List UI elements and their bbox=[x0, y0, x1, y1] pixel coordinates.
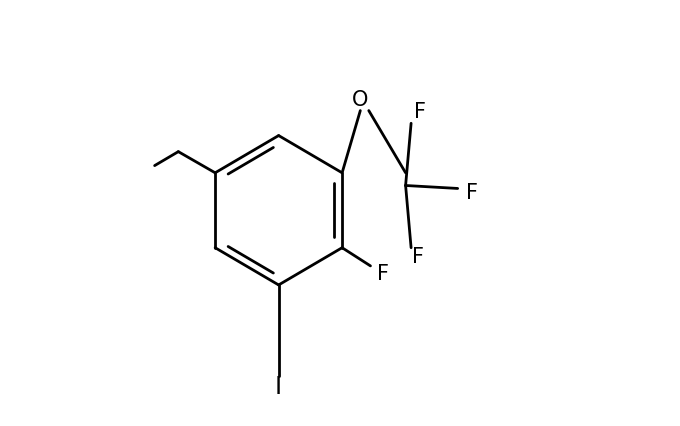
Text: O: O bbox=[352, 89, 369, 109]
Text: F: F bbox=[413, 102, 426, 122]
Text: I: I bbox=[275, 375, 282, 399]
Text: F: F bbox=[377, 265, 389, 285]
Text: F: F bbox=[412, 248, 424, 268]
Text: F: F bbox=[466, 183, 478, 203]
